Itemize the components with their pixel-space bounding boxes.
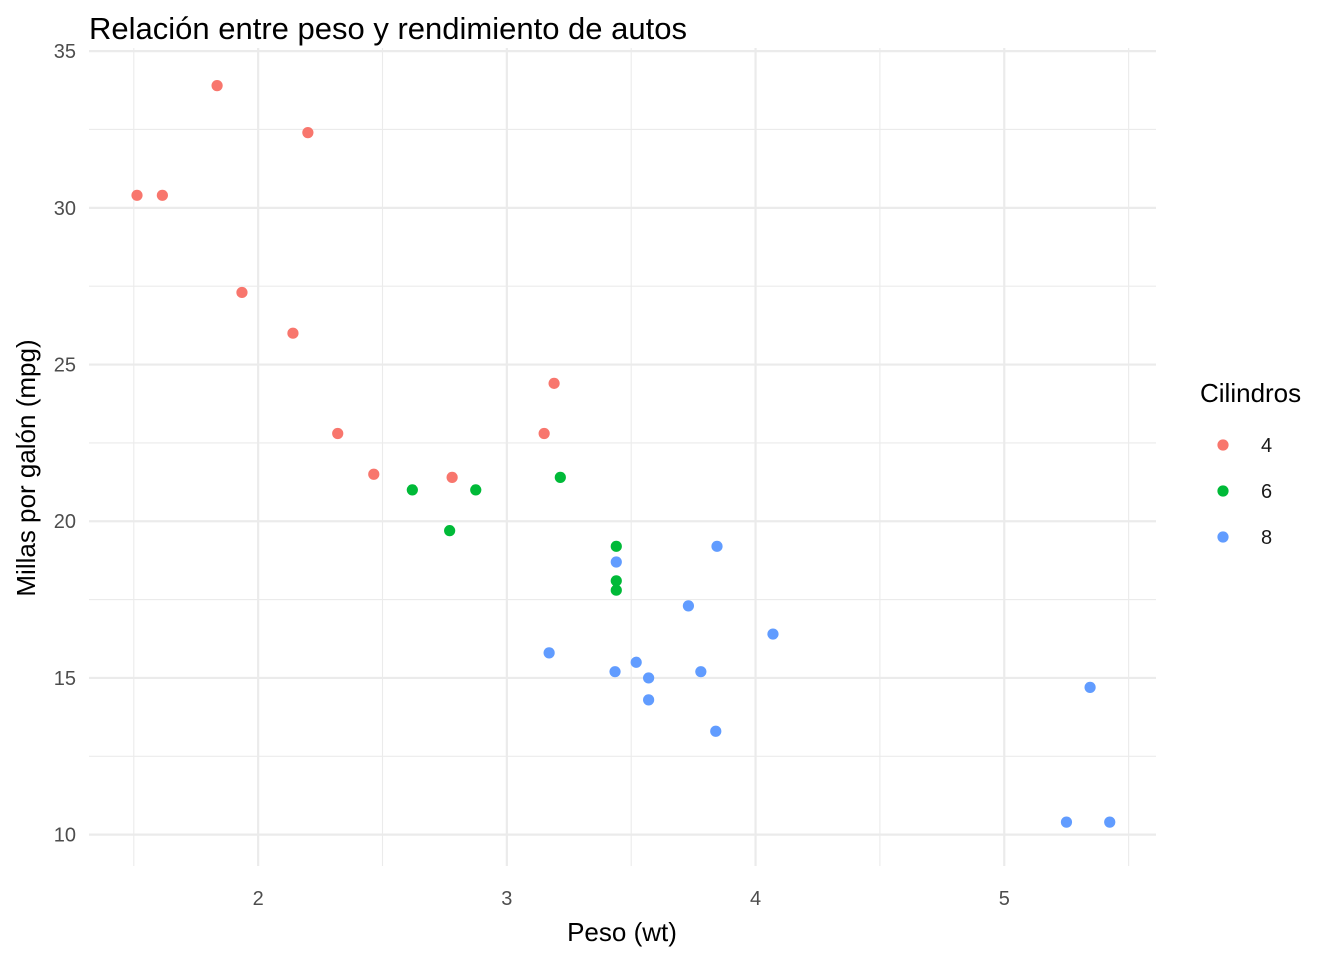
legend-title: Cilindros xyxy=(1200,378,1301,408)
data-point-cyl-4 xyxy=(538,427,550,440)
data-point-cyl-4 xyxy=(446,471,458,483)
data-point-cyl-8 xyxy=(767,628,779,640)
y-tick-label: 30 xyxy=(54,198,76,220)
data-point-cyl-8 xyxy=(695,666,707,678)
data-point-cyl-4 xyxy=(302,127,314,139)
data-point-cyl-4 xyxy=(548,377,560,389)
data-point-cyl-6 xyxy=(406,484,418,496)
data-point-cyl-6 xyxy=(610,540,622,552)
data-point-cyl-4 xyxy=(368,468,380,480)
legend-key-4 xyxy=(1217,439,1229,451)
data-point-cyl-8 xyxy=(1104,816,1116,828)
data-point-cyl-4 xyxy=(156,189,168,201)
data-point-cyl-6 xyxy=(610,575,622,587)
data-point-cyl-8 xyxy=(543,647,555,659)
data-point-cyl-4 xyxy=(211,80,223,92)
chart-title: Relación entre peso y rendimiento de aut… xyxy=(89,11,687,46)
major-gridlines xyxy=(89,48,1156,866)
data-points xyxy=(131,80,1116,828)
legend-key-8 xyxy=(1217,531,1229,543)
data-point-cyl-8 xyxy=(682,600,695,612)
legend-label-4: 4 xyxy=(1261,435,1272,457)
y-tick-label: 20 xyxy=(54,511,76,533)
data-point-cyl-8 xyxy=(1060,816,1073,828)
x-tick-label: 4 xyxy=(750,888,761,910)
legend-label-8: 8 xyxy=(1261,527,1272,549)
x-axis-ticks: 2 3 4 5 xyxy=(253,888,1010,910)
y-tick-label: 10 xyxy=(54,825,76,847)
data-point-cyl-8 xyxy=(630,656,642,668)
data-point-cyl-6 xyxy=(610,584,622,596)
data-point-cyl-4 xyxy=(131,189,143,201)
data-point-cyl-8 xyxy=(610,556,622,568)
data-point-cyl-8 xyxy=(710,725,722,737)
x-axis-title: Peso (wt) xyxy=(567,917,677,947)
legend: Cilindros 4 6 8 xyxy=(1200,378,1301,549)
data-point-cyl-8 xyxy=(1084,681,1096,693)
y-tick-label: 15 xyxy=(54,668,76,690)
x-tick-label: 5 xyxy=(999,888,1010,910)
data-point-cyl-4 xyxy=(236,286,248,299)
data-point-cyl-8 xyxy=(609,666,621,678)
legend-label-6: 6 xyxy=(1261,481,1272,503)
y-tick-label: 25 xyxy=(54,355,76,377)
minor-gridlines xyxy=(89,48,1156,866)
legend-items: 4 6 8 xyxy=(1217,435,1272,549)
data-point-cyl-4 xyxy=(332,427,344,440)
y-axis-title: Millas por galón (mpg) xyxy=(11,339,41,596)
x-tick-label: 3 xyxy=(501,888,512,910)
data-point-cyl-6 xyxy=(470,484,482,496)
data-point-cyl-8 xyxy=(711,540,723,552)
data-point-cyl-8 xyxy=(643,672,655,684)
data-point-cyl-6 xyxy=(444,525,456,537)
data-point-cyl-8 xyxy=(643,694,655,706)
data-point-cyl-4 xyxy=(287,327,299,339)
data-point-cyl-6 xyxy=(554,471,566,483)
x-tick-label: 2 xyxy=(253,888,264,910)
y-tick-label: 35 xyxy=(54,41,76,63)
legend-key-6 xyxy=(1217,485,1229,497)
y-axis-ticks: 10 15 20 25 30 35 xyxy=(54,41,76,847)
